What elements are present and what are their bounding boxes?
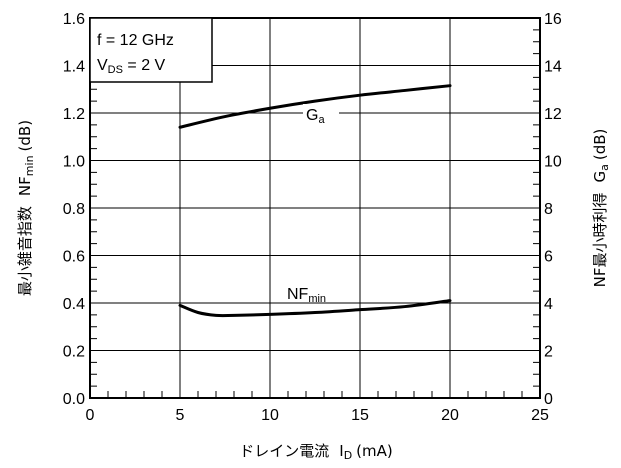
x-tick-label: 5 (176, 407, 185, 424)
series-layer (178, 84, 452, 318)
y-left-tick-label: 0.2 (63, 344, 85, 361)
series-line-nfmin (178, 299, 452, 318)
y-left-tick-label: 1.6 (63, 11, 85, 28)
y-right-tick-label: 6 (544, 249, 553, 266)
y-left-tick-label: 1.0 (63, 154, 85, 171)
y-left-tick-label: 1.4 (63, 59, 85, 76)
series-line-ga (178, 84, 452, 129)
y-right-axis-title: NF最小時利得Ga(dB) (591, 129, 611, 288)
y-right-tick-label: 10 (544, 154, 562, 171)
y-left-tick-label: 0.4 (63, 296, 85, 313)
tick-labels: 0 5 10 15 20 25 0.0 0.2 0.4 0.6 0.8 1.0 1.2 1.4 1.6 0 2 4… (63, 11, 562, 424)
series-label-ga: Ga (303, 104, 339, 126)
y-right-tick-label: 4 (544, 296, 553, 313)
y-left-tick-label: 0.0 (63, 391, 85, 408)
frequency-label: f = 12 GHz (97, 32, 174, 49)
series-label-nfmin: NFmin (287, 286, 326, 305)
condition-box: f = 12 GHz VDS = 2 V (89, 17, 213, 83)
y-right-tick-label: 16 (544, 11, 562, 28)
x-tick-label: 20 (441, 407, 459, 424)
y-right-tick-label: 0 (544, 391, 553, 408)
vds-label: VDS = 2 V (97, 57, 166, 76)
x-tick-label: 10 (261, 407, 279, 424)
condition-box-border (89, 17, 213, 83)
y-left-tick-label: 0.6 (63, 249, 85, 266)
plot-frame (89, 17, 541, 399)
y-left-tick-label: 1.2 (63, 106, 85, 123)
series-label-ga-text: Ga (306, 107, 325, 126)
x-tick-label: 25 (531, 407, 549, 424)
minor-ticks (90, 29, 540, 398)
y-left-tick-label: 0.8 (63, 201, 85, 218)
y-left-axis-title: 最小雑音指数NFmin(dB) (16, 120, 36, 296)
y-right-tick-label: 14 (544, 59, 562, 76)
x-tick-label: 15 (351, 407, 369, 424)
series-label-ga-background (303, 104, 339, 124)
x-axis-title: ドレイン電流 ID (mA) (239, 442, 393, 462)
series-label-nfmin-text: NFmin (287, 286, 326, 305)
y-right-tick-label: 12 (544, 106, 562, 123)
y-right-tick-label: 2 (544, 344, 553, 361)
x-tick-label: 0 (86, 407, 95, 424)
y-right-tick-label: 8 (544, 201, 553, 218)
